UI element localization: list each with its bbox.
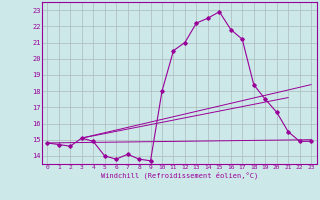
- X-axis label: Windchill (Refroidissement éolien,°C): Windchill (Refroidissement éolien,°C): [100, 171, 258, 179]
